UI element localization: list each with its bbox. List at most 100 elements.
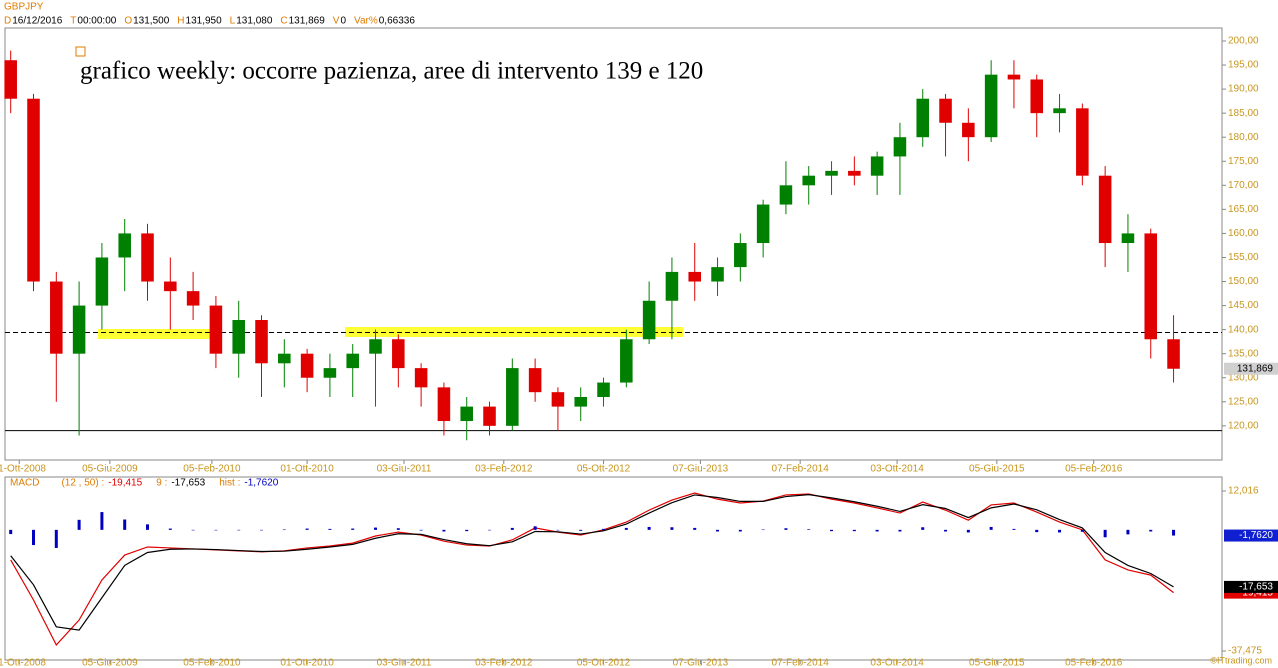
legend-value: -17,653: [171, 478, 205, 489]
candle-body: [278, 353, 291, 364]
candle-body: [1167, 339, 1180, 369]
histogram-bar: [875, 529, 879, 532]
histogram-bar: [784, 528, 788, 530]
candle-body: [825, 170, 838, 176]
quote-value: 00:00:00: [77, 16, 116, 27]
x-tick-label: 05-Giu-2015: [969, 464, 1025, 475]
histogram-bar: [1080, 529, 1084, 532]
x-tick-label: 07-Giu-2013: [673, 464, 729, 475]
support-zone: [345, 327, 683, 337]
candle-body: [734, 243, 747, 268]
candle-body: [209, 305, 223, 354]
x-tick-label: 03-Feb-2012: [475, 658, 533, 668]
histogram-bar: [556, 529, 560, 531]
candle-body: [323, 368, 337, 378]
histogram-bar: [989, 526, 993, 530]
candle-body: [392, 339, 405, 369]
candle-body: [711, 267, 724, 282]
candle-body: [756, 204, 770, 244]
histogram-bar: [921, 527, 925, 530]
y-tick-label: 125,00: [1228, 396, 1259, 407]
y-tick-label: 170,00: [1228, 180, 1259, 191]
histogram-bar: [9, 529, 13, 535]
candle-body: [1007, 74, 1021, 80]
candle-body: [939, 98, 952, 123]
candle-body: [620, 339, 633, 383]
y-tick-label: 140,00: [1228, 324, 1259, 335]
histogram-bar: [1172, 529, 1176, 536]
x-tick-label: 05-Feb-2010: [183, 464, 241, 475]
candle-body: [574, 396, 587, 407]
histogram-bar: [282, 529, 286, 531]
histogram-bar: [944, 529, 948, 532]
x-tick-label: 05-Feb-2016: [1065, 658, 1123, 668]
candle-body: [916, 98, 930, 138]
candle-body: [893, 137, 907, 157]
y-tick-label: 165,00: [1228, 204, 1259, 215]
quote-key: H: [177, 16, 184, 27]
histogram-bar: [237, 529, 241, 531]
histogram-bar: [465, 529, 469, 532]
histogram-bar: [214, 529, 218, 531]
y-tick-label: 120,00: [1228, 420, 1259, 431]
histogram-bar: [1012, 528, 1016, 530]
last-value-tag-box: [1224, 580, 1278, 593]
histogram-bar: [624, 527, 628, 530]
quote-key: L: [230, 16, 236, 27]
quote-value: 131,869: [289, 16, 326, 27]
candle-body: [665, 271, 679, 301]
support-zone: [98, 329, 212, 339]
last-price-box: [1224, 362, 1278, 375]
candle-body: [141, 233, 154, 282]
histogram-bar: [419, 529, 423, 531]
last-price: 131,869: [1237, 363, 1274, 374]
histogram-bar: [305, 528, 309, 530]
histogram-bar: [168, 528, 172, 530]
histogram-bar: [1058, 529, 1062, 533]
candle-body: [506, 368, 519, 426]
macd-pane: [4, 476, 1223, 661]
x-tick-label: 05-Giu-2009: [82, 658, 138, 668]
y-tick-label: 190,00: [1228, 84, 1259, 95]
price-pane: [4, 27, 1223, 461]
x-tick-label: 07-Feb-2014: [772, 658, 830, 668]
quote-value: 0,66336: [379, 16, 416, 27]
candle-body: [255, 320, 268, 364]
copyright: ©ITtrading.com: [1210, 655, 1272, 665]
candle-body: [597, 382, 610, 397]
candle-body: [1030, 79, 1044, 114]
last-value-tag-box: [1224, 529, 1278, 542]
histogram-bar: [260, 529, 264, 531]
candle-body: [437, 387, 451, 422]
histogram-bar: [898, 529, 902, 532]
histogram-bar: [830, 529, 834, 532]
last-value-tag: -17,653: [1239, 582, 1273, 593]
candle-body: [95, 257, 109, 306]
x-tick-label: 03-Feb-2012: [475, 464, 533, 475]
histogram-bar: [1126, 529, 1130, 535]
x-tick-label: 05-Ott-2012: [577, 464, 631, 475]
y-tick-label: 160,00: [1228, 228, 1259, 239]
quote-value: 131,080: [236, 16, 273, 27]
candle-body: [984, 74, 998, 138]
histogram-bar: [374, 527, 378, 530]
histogram-bar: [670, 527, 674, 530]
symbol: GBPJPY: [4, 2, 44, 13]
candle-body: [551, 392, 565, 407]
histogram-bar: [533, 526, 537, 530]
y-tick-label: -37,475: [1228, 646, 1262, 657]
candle-body: [1053, 108, 1066, 114]
x-tick-label: 03-Giu-2011: [377, 464, 432, 475]
y-tick-label: 195,00: [1228, 60, 1259, 71]
legend-label: hist :: [219, 478, 240, 489]
histogram-bar: [396, 528, 400, 530]
histogram-bar: [602, 528, 606, 530]
x-tick-label: 05-Ott-2012: [577, 658, 631, 668]
histogram-bar: [488, 529, 492, 531]
histogram-bar: [351, 528, 355, 530]
legend-value: -19,415: [108, 478, 142, 489]
histogram-bar: [693, 527, 697, 530]
candle-body: [483, 406, 496, 426]
histogram-bar: [54, 529, 58, 548]
candle-body: [962, 122, 975, 138]
